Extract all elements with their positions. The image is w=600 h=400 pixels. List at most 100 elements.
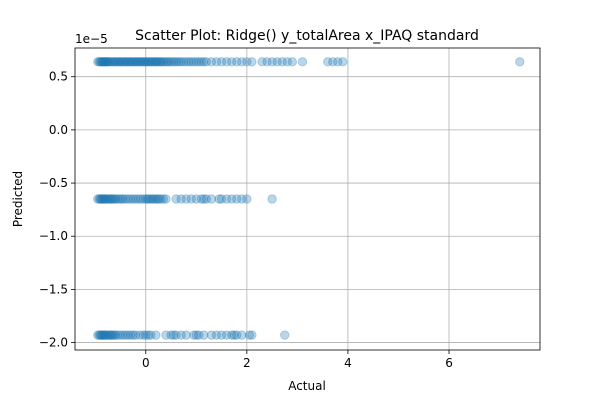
- data-point: [176, 194, 186, 204]
- data-point: [196, 57, 207, 67]
- data-point: [97, 194, 107, 204]
- data-point: [141, 194, 151, 204]
- data-point: [108, 330, 118, 340]
- data-point: [110, 330, 121, 340]
- data-point: [110, 194, 121, 204]
- data-point: [178, 57, 189, 67]
- y-axis-scale-offset: 1e−5: [75, 32, 108, 46]
- data-point: [206, 330, 217, 340]
- data-point: [237, 330, 247, 340]
- data-point: [126, 57, 137, 67]
- data-point: [199, 194, 209, 204]
- y-tick-label: 0.0: [49, 123, 68, 137]
- data-point: [133, 57, 143, 67]
- data-point: [148, 57, 159, 67]
- data-point: [194, 57, 204, 67]
- data-point: [333, 57, 343, 67]
- data-point: [199, 57, 209, 67]
- data-point: [118, 57, 128, 67]
- x-tick-label: 6: [445, 356, 453, 370]
- data-point: [156, 57, 166, 67]
- data-point: [118, 194, 128, 204]
- data-point: [141, 57, 151, 67]
- data-point: [115, 330, 126, 340]
- data-point: [267, 194, 277, 204]
- data-point: [152, 57, 162, 67]
- data-point: [161, 57, 171, 67]
- y-tick-label: −0.5: [39, 176, 68, 190]
- data-point: [128, 330, 138, 340]
- data-point: [144, 194, 154, 204]
- x-axis-label: Actual: [288, 379, 326, 393]
- data-point: [146, 194, 156, 204]
- data-point: [267, 57, 277, 67]
- data-point: [125, 57, 136, 67]
- data-point: [247, 330, 257, 340]
- data-point: [125, 194, 136, 204]
- data-point: [191, 194, 202, 204]
- data-point: [216, 57, 227, 67]
- data-point: [136, 194, 146, 204]
- data-point: [237, 194, 247, 204]
- data-point: [145, 57, 155, 67]
- chart-title: Scatter Plot: Ridge() y_totalArea x_IPAQ…: [135, 28, 479, 44]
- data-point: [98, 194, 109, 204]
- data-point: [158, 194, 169, 204]
- data-point: [214, 194, 224, 204]
- data-point: [262, 57, 272, 67]
- x-tick-label: 0: [142, 356, 150, 370]
- data-point: [168, 330, 179, 340]
- data-point: [121, 57, 132, 67]
- data-point: [130, 57, 141, 67]
- x-tick-label: 4: [344, 356, 352, 370]
- data-point: [104, 194, 115, 204]
- data-point: [170, 57, 180, 67]
- data-point: [156, 194, 166, 204]
- data-point: [229, 330, 239, 340]
- data-point: [94, 194, 104, 204]
- data-point: [99, 57, 109, 67]
- data-point: [171, 330, 181, 340]
- data-point: [130, 194, 141, 204]
- data-point: [201, 194, 212, 204]
- data-point: [162, 57, 173, 67]
- y-tick-label: −1.5: [39, 282, 68, 296]
- data-point: [181, 194, 191, 204]
- data-point: [125, 330, 136, 340]
- data-point: [118, 330, 128, 340]
- data-point: [136, 57, 146, 67]
- data-point: [108, 57, 118, 67]
- data-point: [221, 57, 232, 67]
- data-point: [168, 57, 178, 67]
- data-point: [105, 330, 116, 340]
- y-ticks: 0.5 0.0 −0.5 −1.0 −1.5 −2.0: [39, 70, 75, 350]
- data-point: [114, 194, 125, 204]
- data-point: [106, 194, 117, 204]
- data-point: [108, 194, 118, 204]
- data-point: [115, 57, 126, 67]
- data-point: [110, 57, 121, 67]
- data-point: [176, 57, 186, 67]
- y-tick-label: −2.0: [39, 336, 68, 350]
- data-point: [142, 194, 152, 204]
- data-point: [191, 57, 202, 67]
- data-point: [99, 330, 110, 340]
- data-point: [112, 194, 123, 204]
- data-point: [159, 57, 169, 67]
- data-point: [161, 330, 171, 340]
- data-point: [161, 194, 171, 204]
- data-point: [184, 57, 194, 67]
- data-point: [103, 194, 113, 204]
- data-point: [105, 57, 116, 67]
- data-point: [99, 57, 110, 67]
- y-tick-label: −1.0: [39, 229, 68, 243]
- data-point: [186, 57, 196, 67]
- data-point: [194, 330, 204, 340]
- data-point: [131, 57, 142, 67]
- data-point: [94, 330, 104, 340]
- data-point: [100, 57, 111, 67]
- data-point: [146, 330, 156, 340]
- data-point: [172, 57, 182, 67]
- data-point: [98, 330, 109, 340]
- data-point: [114, 57, 125, 67]
